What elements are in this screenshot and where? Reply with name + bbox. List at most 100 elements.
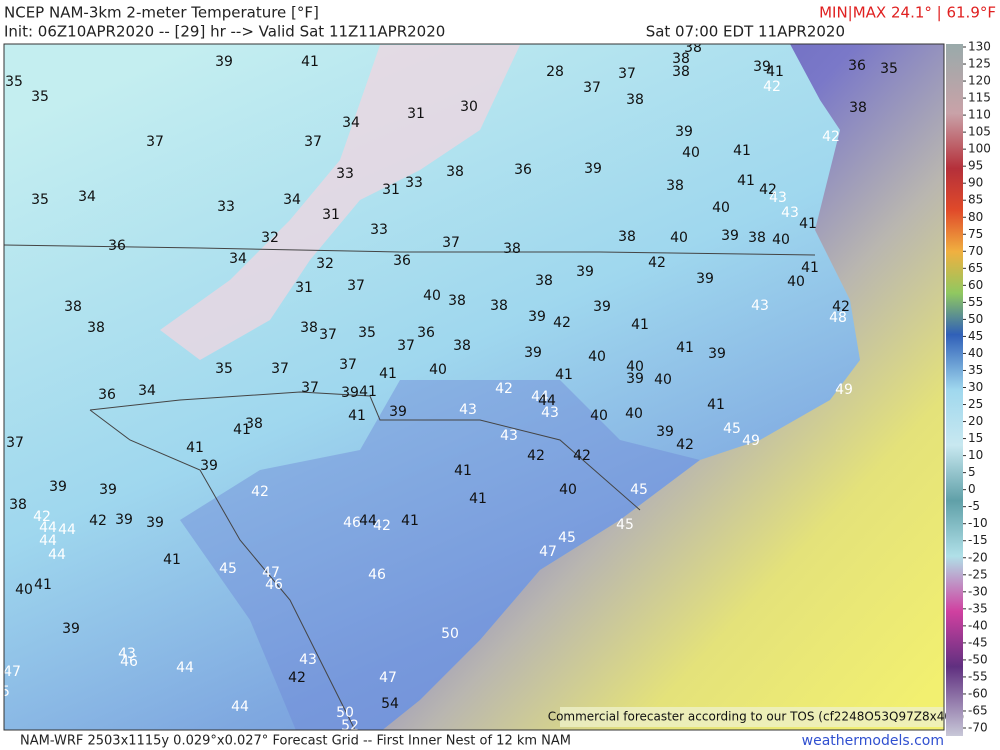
- temperature-label: 41: [359, 384, 377, 400]
- temperature-label: 34: [229, 251, 247, 267]
- temperature-label: 38: [666, 178, 684, 194]
- colorbar-label: 25: [968, 397, 983, 411]
- map-frame: [3, 43, 945, 731]
- colorbar-label: 40: [968, 346, 983, 360]
- temperature-label: 47: [3, 664, 21, 680]
- colorbar-label: 0: [968, 482, 976, 496]
- temperature-label: 44: [48, 547, 66, 563]
- colorbar-ticks: 1301251201151101051009590858075706560555…: [963, 40, 991, 735]
- temperature-label: 34: [138, 383, 156, 399]
- temperature-label: 39: [49, 479, 67, 495]
- colorbar-label: 80: [968, 210, 983, 224]
- colorbar-label: -50: [968, 652, 988, 666]
- temperature-label: 37: [397, 338, 415, 354]
- temperature-label: 54: [381, 696, 399, 712]
- notice-box: [560, 707, 944, 727]
- temperature-label: 39: [576, 264, 594, 280]
- temperature-label: 37: [618, 66, 636, 82]
- colorbar-label: -45: [968, 635, 988, 649]
- temperature-label: 48: [829, 310, 847, 326]
- temperature-label: 42: [759, 182, 777, 198]
- temperature-label: 38: [64, 299, 82, 315]
- temperature-label: 38: [245, 416, 263, 432]
- temperature-label: 42: [251, 484, 269, 500]
- colorbar-label: -65: [968, 703, 988, 717]
- temperature-label: 37: [301, 380, 319, 396]
- temperature-label: 42: [573, 448, 591, 464]
- colorbar-label: -10: [968, 516, 988, 530]
- temperature-label: 39: [62, 621, 80, 637]
- temperature-label: 37: [442, 235, 460, 251]
- temperature-label: 38: [535, 273, 553, 289]
- temperature-label: 45: [558, 530, 576, 546]
- grid-info: NAM-WRF 2503x1115y 0.029°x0.027° Forecas…: [20, 734, 571, 749]
- temperature-label: 37: [319, 327, 337, 343]
- temperature-label: 41: [233, 422, 251, 438]
- temperature-label: 43: [118, 646, 136, 662]
- cold-highlands: [160, 45, 520, 360]
- temperature-label: 38: [453, 338, 471, 354]
- temperature-label: 43: [541, 405, 559, 421]
- temperature-label: 46: [265, 577, 283, 593]
- temperature-label: 37: [583, 80, 601, 96]
- temperature-label: 49: [835, 382, 853, 398]
- temperature-label: 39: [341, 385, 359, 401]
- temperature-label: 39: [584, 161, 602, 177]
- temperature-label: 42: [527, 448, 545, 464]
- colorbar-label: 85: [968, 193, 983, 207]
- colorbar-label: -55: [968, 669, 988, 683]
- temperature-label: 47: [379, 670, 397, 686]
- colorbar-label: 130: [968, 40, 991, 54]
- temperature-label: 44: [359, 513, 377, 529]
- temperature-label: 45: [616, 517, 634, 533]
- temperature-label: 52: [341, 718, 359, 734]
- temperature-label: 42: [648, 255, 666, 271]
- temperature-label: 37: [347, 278, 365, 294]
- temperature-label: 40: [559, 482, 577, 498]
- temperature-label: 40: [590, 408, 608, 424]
- temperature-label: 44: [176, 660, 194, 676]
- temperature-label: 43: [299, 652, 317, 668]
- temperature-label: 43: [751, 298, 769, 314]
- temperature-label: 47: [262, 565, 280, 581]
- state-border: [89, 391, 641, 511]
- temperature-label: 39: [708, 346, 726, 362]
- temperature-label: 38: [87, 320, 105, 336]
- temperature-label: 32: [261, 230, 279, 246]
- temperature-label: 49: [742, 433, 760, 449]
- temperature-label: 41: [34, 577, 52, 593]
- temperature-label: 39: [626, 371, 644, 387]
- temperature-label: 39: [696, 271, 714, 287]
- temperature-label: 45: [0, 684, 10, 700]
- temperature-label: 46: [120, 654, 138, 670]
- temperature-label: 39: [524, 345, 542, 361]
- temperature-label: 38: [503, 241, 521, 257]
- temperature-label: 38: [748, 230, 766, 246]
- temperature-label: 40: [712, 200, 730, 216]
- temperature-label: 46: [368, 567, 386, 583]
- temperature-label: 38: [672, 51, 690, 67]
- colorbar-label: 35: [968, 363, 983, 377]
- temperature-label: 40: [588, 349, 606, 365]
- colorbar-label: -15: [968, 533, 988, 547]
- temperature-label: 43: [769, 190, 787, 206]
- temperature-label: 39: [528, 309, 546, 325]
- temperature-label: 41: [799, 216, 817, 232]
- colorbar-label: 100: [968, 142, 991, 156]
- temperature-label: 44: [531, 389, 549, 405]
- temperature-label: 41: [631, 317, 649, 333]
- temperature-label: 45: [723, 421, 741, 437]
- temperature-label: 36: [98, 387, 116, 403]
- temperature-label: 42: [832, 299, 850, 315]
- temperature-label: 41: [163, 552, 181, 568]
- colorbar-label: 110: [968, 108, 991, 122]
- temperature-label: 42: [89, 513, 107, 529]
- state-border: [4, 244, 816, 256]
- valid-local: Sat 07:00 EDT 11APR2020: [646, 23, 845, 41]
- colorbar-label: 10: [968, 448, 983, 462]
- temperature-label: 39: [593, 299, 611, 315]
- temperature-label: 40: [787, 274, 805, 290]
- temperature-label: 41: [766, 64, 784, 80]
- colorbar-label: -70: [968, 721, 988, 735]
- temperature-label: 35: [31, 192, 49, 208]
